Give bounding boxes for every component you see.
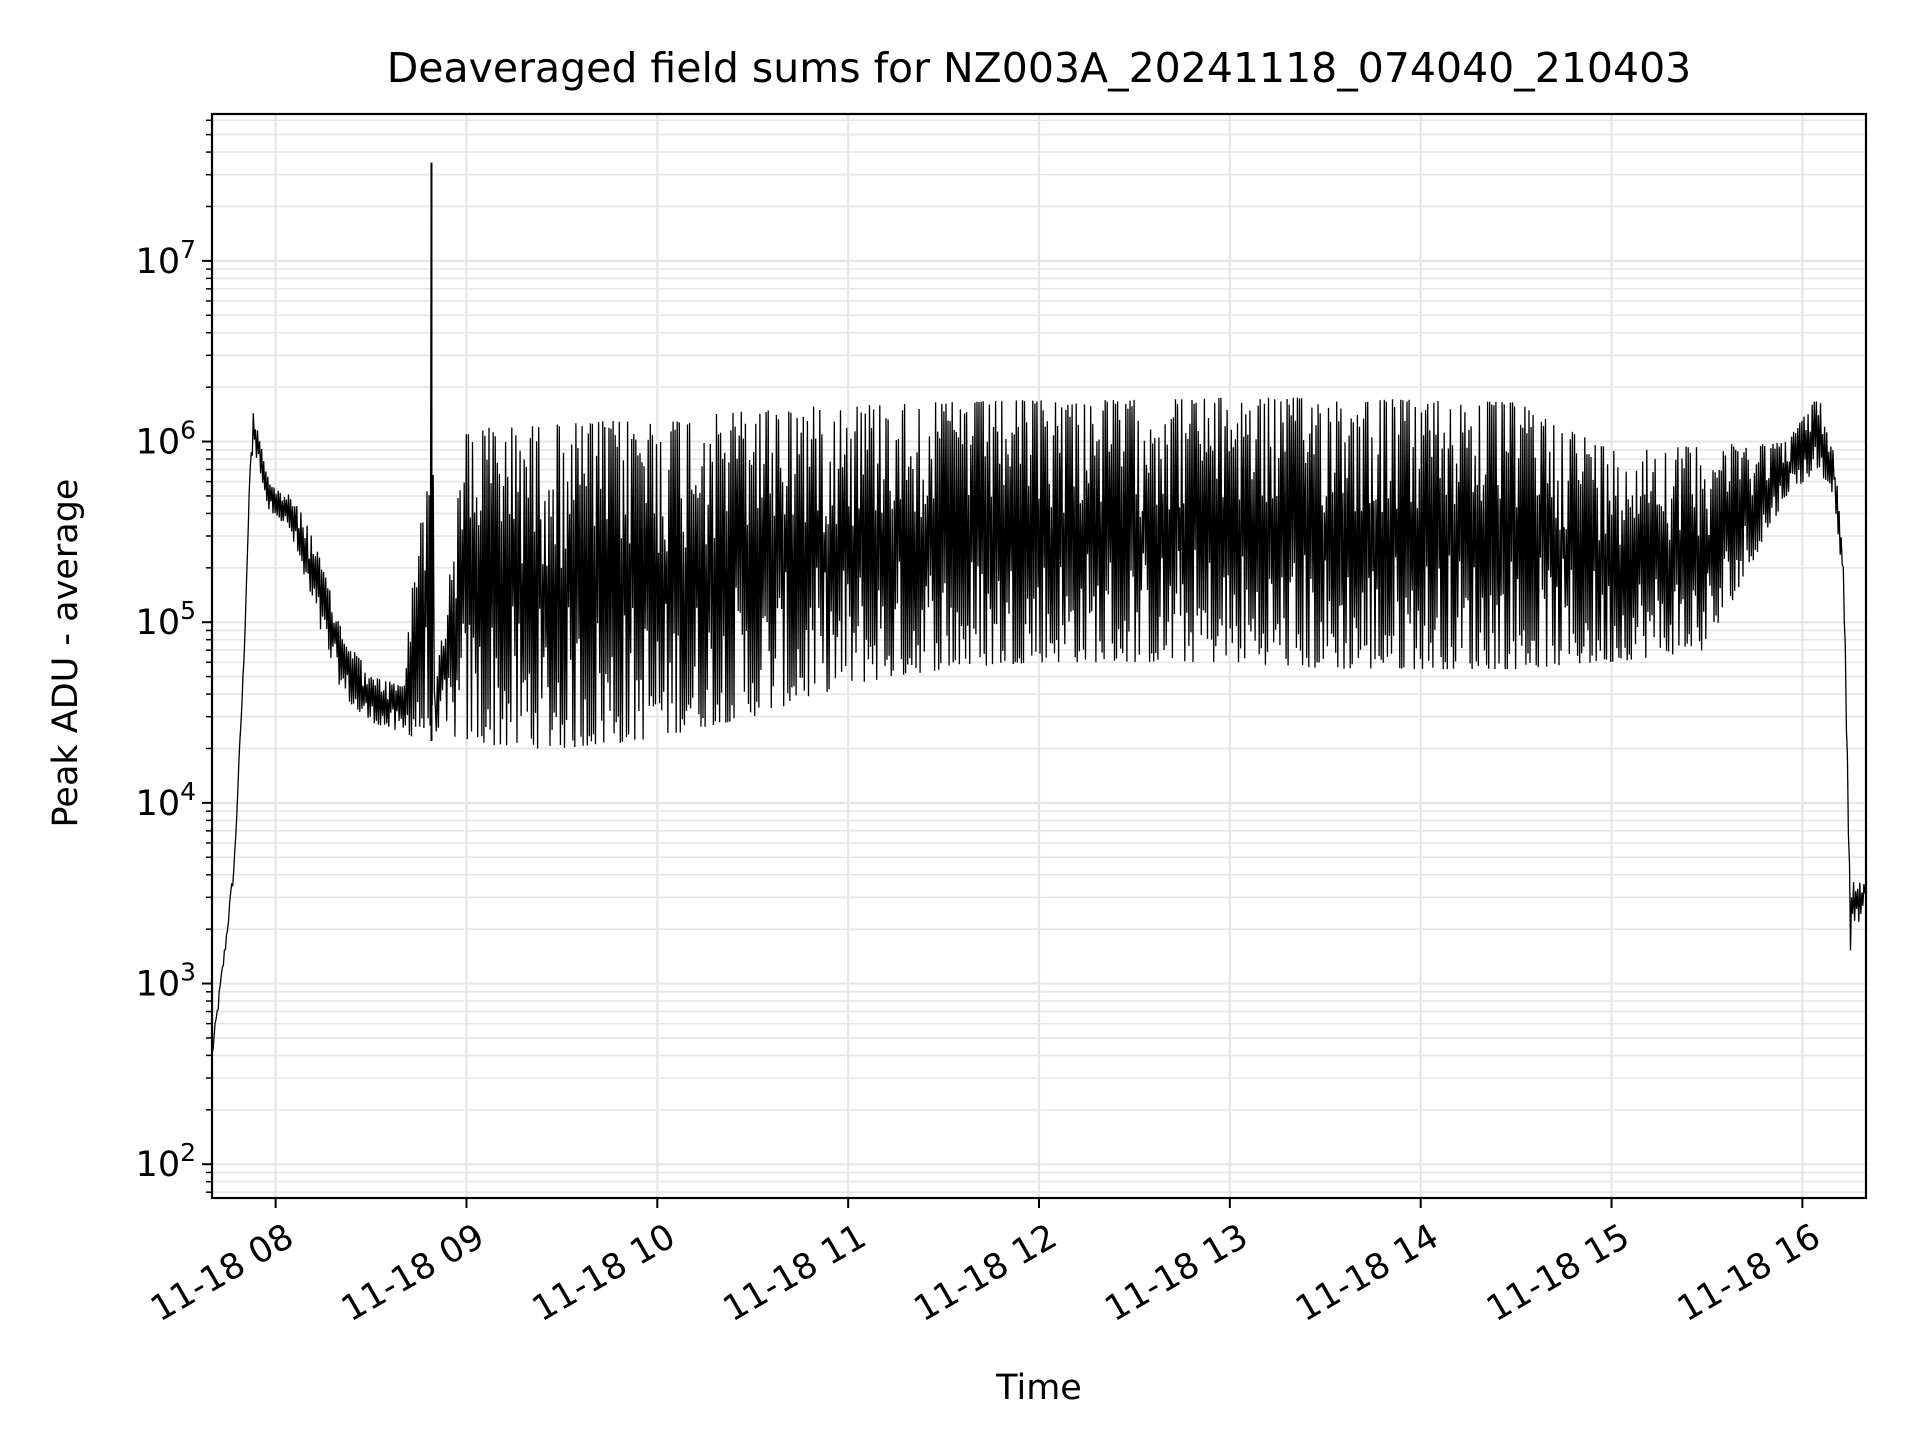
x-tick-label: 11-18 11: [717, 1217, 873, 1330]
y-tick-label: 105: [136, 596, 196, 643]
x-tick-label: 11-18 14: [1289, 1217, 1445, 1330]
y-tick-label: 107: [136, 235, 196, 282]
y-tick-label: 106: [136, 416, 196, 463]
x-axis-label: Time: [996, 1368, 1082, 1408]
series-line: [211, 189, 1867, 1054]
y-tick-label: 102: [136, 1138, 196, 1185]
chart-title: Deaveraged field sums for NZ003A_2024111…: [386, 44, 1692, 92]
x-tick-label: 11-18 08: [144, 1217, 300, 1330]
y-tick-label: 104: [136, 777, 196, 824]
x-tick-label: 11-18 10: [526, 1217, 682, 1330]
x-tick-label: 11-18 15: [1480, 1217, 1636, 1330]
x-tick-label: 11-18 13: [1098, 1217, 1254, 1330]
y-tick-label: 103: [136, 958, 196, 1005]
x-tick-label: 11-18 16: [1671, 1217, 1827, 1330]
x-tick-label: 11-18 09: [335, 1217, 491, 1330]
x-tick-label: 11-18 12: [908, 1217, 1064, 1330]
